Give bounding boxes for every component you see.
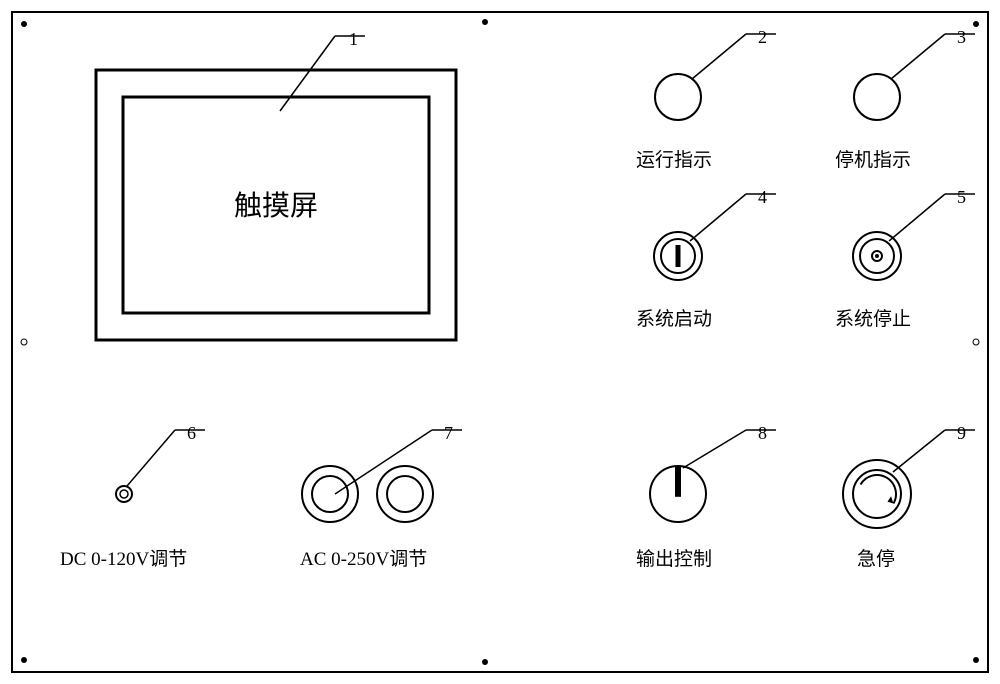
touchscreen-label: 触摸屏 [234, 190, 318, 222]
run-indicator[interactable] [655, 74, 701, 120]
callout-number: 1 [349, 29, 358, 49]
estop-label: 急停 [857, 548, 895, 570]
callout-line [683, 430, 746, 468]
system-start[interactable] [654, 232, 702, 280]
system-stop-label: 系统停止 [835, 308, 911, 330]
system-stop[interactable] [853, 232, 901, 280]
ac-adjust[interactable] [302, 466, 433, 522]
dc-adjust-label: DC 0-120V调节 [60, 548, 187, 570]
callout-line [893, 430, 945, 472]
callout-line [690, 194, 746, 241]
control-panel-diagram: 触摸屏 1 运行指示 2 停机指示 3 系统启动 4 系统停止 5 DC 0-120V调节 6 AC 0… [0, 0, 1000, 684]
screw [973, 339, 979, 345]
callout-number: 3 [957, 27, 966, 47]
estop[interactable] [843, 460, 911, 528]
screw [21, 339, 27, 345]
stop-indicator-label: 停机指示 [835, 149, 911, 171]
output-control-label: 输出控制 [636, 548, 712, 570]
dc-adjust[interactable] [116, 486, 132, 502]
callout-line [692, 34, 746, 79]
output-control[interactable] [650, 466, 706, 522]
screw [973, 657, 979, 663]
system-start-label: 系统启动 [636, 308, 712, 330]
screw [482, 659, 488, 665]
screw [482, 19, 488, 25]
screw [21, 657, 27, 663]
callout-number: 2 [758, 27, 767, 47]
callout-number: 9 [957, 423, 966, 443]
screw [21, 21, 27, 27]
callout-number: 8 [758, 423, 767, 443]
callout-line [891, 34, 945, 79]
stop-indicator[interactable] [854, 74, 900, 120]
ac-adjust-label: AC 0-250V调节 [300, 548, 427, 570]
callout-number: 6 [187, 423, 196, 443]
callout-number: 4 [758, 187, 767, 207]
screw [973, 21, 979, 27]
callout-number: 5 [957, 187, 966, 207]
callout-line [127, 430, 175, 486]
run-indicator-label: 运行指示 [636, 149, 712, 171]
callout-number: 7 [444, 423, 453, 443]
callout-line [889, 194, 945, 241]
